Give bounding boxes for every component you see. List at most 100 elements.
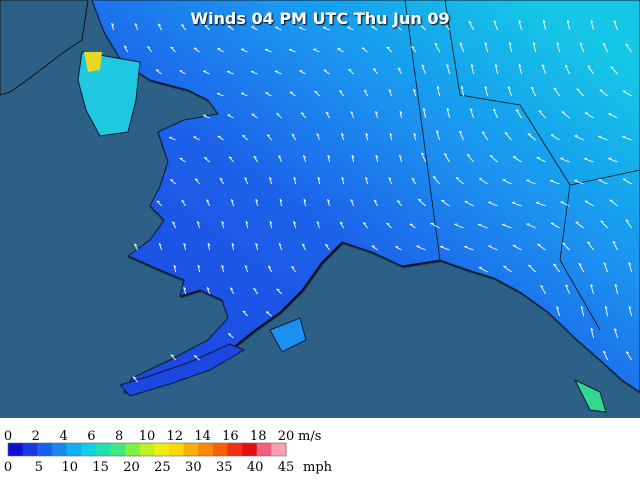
wind-arrow-head [625,219,629,222]
wind-arrow [299,70,306,75]
wind-arrow-head [444,153,448,156]
wind-arrow-head [507,86,511,89]
wind-arrow [371,245,378,251]
wind-arrow [245,221,249,229]
wind-arrow [614,284,619,295]
wind-arrow-head [301,243,305,246]
color-swatch [212,443,228,456]
wind-arrow-head [386,46,390,49]
border [444,0,640,186]
color-swatch [81,443,97,456]
legend-labels: 0 2 4 6 8 10 12 14 16 18 20 m/s0 5 10 15 20 25 30 35 40 45 mp… [4,429,333,475]
color-swatch [95,443,111,456]
wind-arrow-head [455,177,460,179]
wind-arrow [298,27,306,31]
wind-arrow [253,288,258,295]
wind-arrow [550,222,560,229]
wind-arrow-head [446,64,450,67]
color-swatch [139,443,155,456]
wind-arrow [206,287,211,295]
wind-arrow-head [339,221,343,224]
wind-arrow-head [564,64,568,68]
wind-arrow [587,65,595,75]
wind-arrow-head [365,132,369,136]
wind-arrow [197,265,201,273]
ms-label: 2 [32,429,40,444]
wind-arrow-head [183,286,187,290]
wind-arrow [532,42,537,53]
color-swatch [22,443,38,456]
wind-arrow [111,23,115,31]
wind-arrow [622,136,632,141]
wind-arrow-head [605,305,608,309]
wind-arrow-head [231,242,235,246]
wind-arrow [193,136,200,141]
wind-arrow [538,110,546,119]
wind-arrow [542,20,547,31]
wind-arrow [512,156,522,163]
wind-arrow-head [590,328,594,331]
wind-arrow [608,113,618,119]
wind-arrow [470,64,475,75]
wind-arrow [560,201,570,207]
wind-arrow [324,244,330,251]
wind-arrow [268,177,273,185]
color-swatch [110,443,126,456]
wind-arrow-head [316,221,320,224]
wind-arrow [372,68,378,75]
wind-arrow-head [579,42,583,45]
wind-arrow [464,246,474,251]
wind-arrow [314,90,320,97]
wind-arrow-head [614,328,617,331]
ms-label: 10 [139,429,156,444]
mph-label: 40 [247,460,264,475]
wind-arrow-head [466,154,471,156]
wind-arrow-head [489,155,494,157]
wind-arrow-head [375,154,379,158]
wind-arrow-head [221,264,225,268]
wind-arrow [460,86,465,97]
wind-arrow-head [230,199,234,202]
wind-arrow [291,133,297,141]
wind-arrow [388,89,393,97]
wind-arrow-head [291,133,295,136]
wind-arrow [168,137,176,141]
ms-label: 12 [167,429,184,444]
mph-label: 35 [216,460,233,475]
wind-arrow [590,20,595,31]
wind-arrow [413,89,417,97]
wind-arrow-head [434,42,438,46]
wind-arrow [436,86,441,97]
wind-arrow [434,43,441,53]
wind-arrow [173,265,177,273]
wind-arrow [536,157,546,163]
wind-arrow [413,133,417,141]
wind-arrow-head [628,306,632,309]
wind-arrow [469,108,475,119]
wind-arrow [279,199,283,207]
wind-arrow [265,92,272,97]
ms-label: 18 [250,429,267,444]
wind-arrow [455,177,464,185]
color-swatch [125,443,141,456]
wind-arrow [193,355,200,361]
wind-arrow [422,108,427,119]
wind-arrow [478,224,488,229]
wind-arrow [446,64,451,75]
wind-arrow-head [293,220,297,224]
wind-arrow-head [373,68,377,71]
wind-arrow-head [341,176,345,180]
wind-arrow [278,155,283,163]
wind-arrow [350,111,355,119]
wind-arrow [181,199,187,207]
wind-arrow [418,22,426,31]
mph-unit: mph [303,460,333,475]
wind-arrow-head [515,109,519,112]
wind-arrow [537,243,546,251]
ms-label: 6 [87,429,95,444]
wind-arrow [489,155,498,163]
wind-arrow-head [446,108,450,111]
wind-arrow [207,243,211,251]
wind-arrow [276,113,282,119]
color-bar-frame [7,442,287,457]
